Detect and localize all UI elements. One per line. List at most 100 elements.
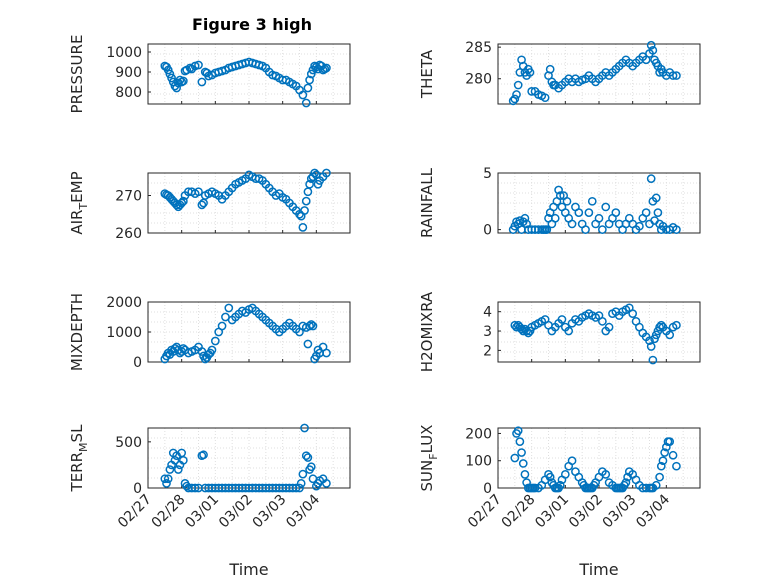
data-point	[598, 317, 607, 326]
data-point	[194, 60, 203, 70]
y-axis-label: SUNFLUX	[418, 425, 440, 492]
data-point	[658, 456, 668, 466]
data-point	[574, 208, 584, 217]
data-point	[646, 174, 656, 184]
y-tick-label: 0	[133, 481, 142, 497]
data-point	[172, 200, 181, 210]
data-point	[645, 336, 654, 346]
data-point	[656, 320, 666, 330]
y-tick-label: 0	[133, 355, 142, 371]
data-point	[635, 221, 644, 231]
y-tick-label: 270	[115, 189, 142, 205]
data-point	[301, 196, 311, 206]
data-point	[179, 455, 188, 465]
data-point	[194, 187, 203, 197]
x-axis-label: Time	[578, 560, 618, 579]
data-point	[555, 191, 565, 200]
figure-title: Figure 3 high	[192, 15, 312, 34]
data-point	[656, 461, 666, 471]
data-point	[167, 73, 176, 83]
data-point	[303, 83, 313, 93]
data-point	[584, 208, 594, 217]
x-tick-label: 03/04	[283, 491, 323, 531]
y-tick-label: 800	[115, 85, 142, 101]
data-point	[628, 309, 638, 318]
subplot-pressure: 800 900 1000 PRESSURE	[68, 35, 351, 114]
data-point	[173, 465, 183, 474]
data-point	[224, 303, 234, 313]
data-point	[550, 213, 560, 223]
data-point	[594, 213, 604, 223]
data-point	[199, 450, 208, 460]
data-point	[651, 193, 661, 203]
data-point	[672, 71, 681, 80]
data-point	[522, 219, 531, 229]
data-point	[170, 455, 180, 465]
data-point	[525, 68, 535, 77]
y-tick-label: 285	[465, 40, 492, 56]
y-tick-label: 280	[465, 72, 492, 88]
data-point	[295, 483, 304, 493]
data-point	[296, 479, 306, 488]
data-point	[301, 98, 311, 108]
x-tick-label: 03/03	[250, 492, 290, 532]
data-point	[513, 426, 523, 436]
data-point	[217, 321, 227, 331]
y-tick-label: 2000	[106, 295, 142, 311]
y-axis-label: PRESSURE	[68, 35, 86, 114]
data-point	[322, 479, 331, 488]
subplot-theta: 280 285 THETA	[418, 40, 701, 106]
data-point	[300, 423, 309, 433]
y-tick-label: 1000	[106, 325, 142, 341]
x-tick-label: 03/03	[600, 492, 640, 532]
y-axis-label: H2OMIXRA	[418, 291, 436, 372]
data-point	[567, 456, 577, 466]
data-point	[510, 320, 520, 330]
y-tick-label: 3	[483, 324, 492, 340]
data-point	[207, 345, 217, 355]
data-point	[557, 315, 567, 324]
y-tick-label: 260	[115, 226, 142, 242]
y-tick-label: 200	[465, 426, 492, 442]
x-tick-label: 03/02	[216, 492, 256, 532]
data-point	[665, 437, 675, 446]
y-tick-label: 500	[115, 435, 142, 451]
data-point	[587, 196, 597, 206]
data-point	[179, 196, 188, 206]
data-point	[165, 465, 175, 474]
subplot-mixdepth: 0 1000 2000 MIXDEPTH	[68, 293, 351, 371]
x-axis-label: Time	[228, 560, 268, 579]
data-point	[567, 219, 577, 229]
data-point	[527, 87, 537, 96]
y-tick-label: 0	[483, 223, 492, 239]
data-point	[182, 481, 192, 491]
data-point	[517, 448, 526, 457]
data-point	[197, 200, 207, 210]
data-point	[648, 45, 658, 55]
x-tick-label: 03/02	[566, 492, 606, 532]
data-point	[322, 348, 331, 358]
data-point	[298, 90, 308, 100]
data-point	[520, 470, 530, 479]
data-point	[672, 461, 681, 471]
data-point	[303, 339, 313, 349]
data-point	[665, 330, 675, 340]
x-tick-label: 02/28	[149, 492, 189, 532]
data-point	[177, 198, 187, 208]
data-point	[562, 196, 572, 206]
data-point	[513, 80, 523, 90]
data-point	[197, 77, 207, 87]
y-tick-label: 900	[115, 65, 142, 81]
x-tick-label: 03/04	[633, 491, 673, 531]
data-point	[646, 40, 656, 50]
data-point	[560, 470, 570, 479]
y-axis-label: AIRTEMP	[68, 171, 90, 234]
y-tick-label: 2	[483, 343, 492, 359]
x-tick-label: 03/01	[532, 492, 572, 532]
data-point	[641, 208, 651, 217]
data-point	[310, 168, 319, 178]
data-point	[303, 453, 313, 462]
